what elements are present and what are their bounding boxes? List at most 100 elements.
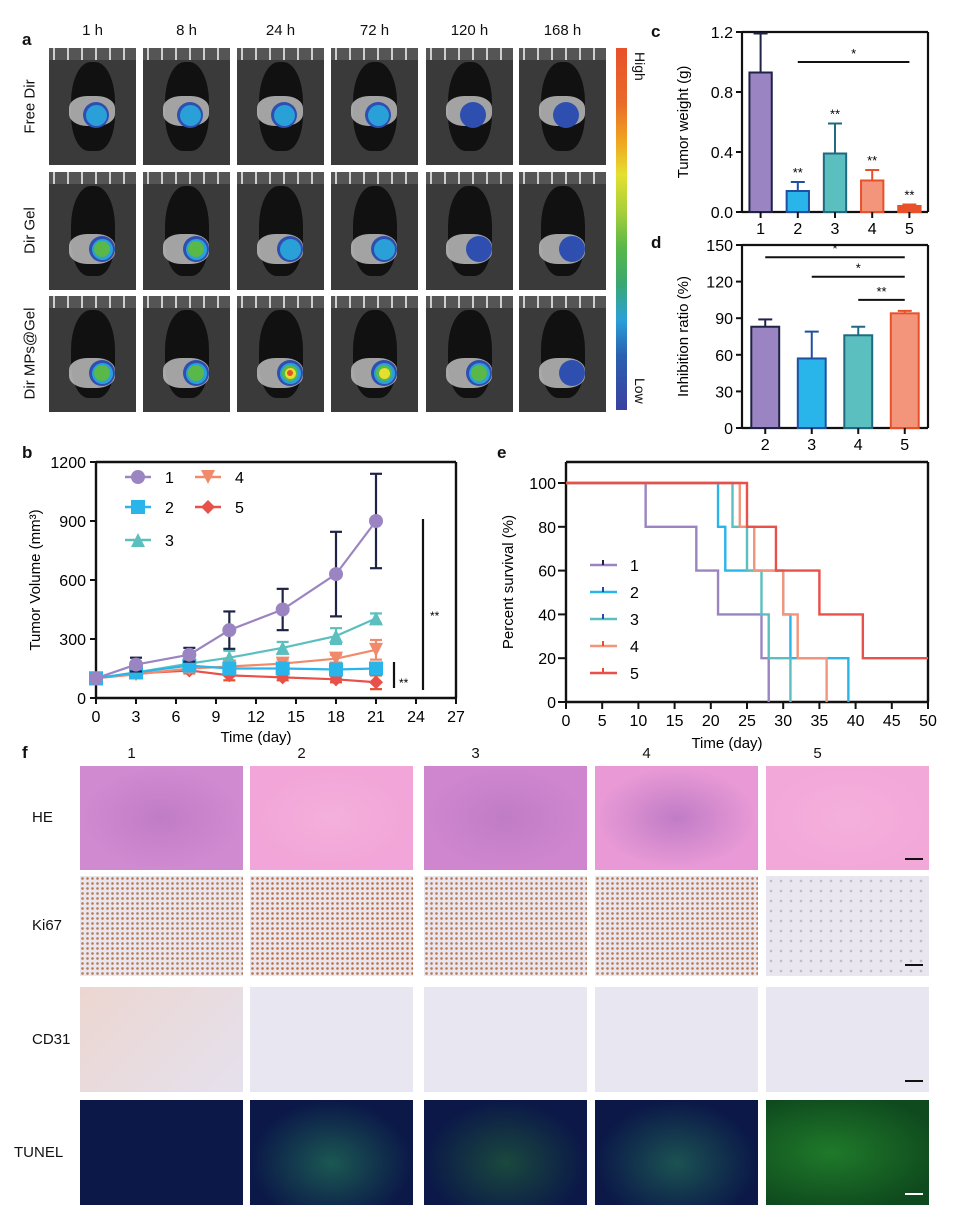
legend-label: 3 [165, 533, 174, 550]
histology-image [80, 987, 243, 1092]
histology-image [595, 1100, 758, 1205]
fluorescence-signal [460, 102, 486, 128]
y-axis-label: Tumor weight (g) [675, 66, 692, 179]
histology-image [424, 1100, 587, 1205]
column-label: 3 [471, 745, 480, 762]
significance-label: ** [793, 165, 803, 180]
row-label: Ki67 [32, 917, 63, 934]
fluorescence-signal [287, 370, 293, 376]
data-point [89, 671, 103, 686]
column-label: 5 [813, 745, 822, 762]
y-tick-label: 0 [724, 421, 733, 438]
bar [748, 71, 773, 213]
mouse-fluorescence-image [49, 296, 136, 412]
panel-b-label: b [22, 443, 33, 462]
legend-label: 1 [165, 470, 174, 487]
mouse-fluorescence-image [426, 48, 513, 165]
histology-image [424, 766, 587, 870]
x-tick-label: 21 [367, 709, 385, 726]
data-point [369, 514, 383, 528]
x-tick-label: 35 [811, 713, 829, 730]
fluorescence-signal [559, 360, 585, 386]
x-tick-label: 10 [630, 713, 648, 730]
panel-a-label: a [22, 30, 32, 49]
y-tick-label: 0.4 [711, 145, 733, 162]
histology-image [250, 766, 413, 870]
ruler-strip [49, 296, 136, 308]
bar [750, 325, 781, 429]
data-point [369, 661, 383, 676]
x-tick-label: 27 [447, 709, 465, 726]
mouse-fluorescence-image [331, 296, 418, 412]
group-row-label: Dir MPs@Gel [21, 307, 39, 400]
x-tick-label: 4 [868, 221, 877, 238]
row-label: HE [32, 809, 53, 826]
histology-image [424, 876, 587, 976]
time-point-label: 72 h [359, 22, 390, 39]
y-tick-label: 1200 [50, 455, 86, 472]
bar [897, 205, 922, 213]
fluorescence-signal [85, 104, 107, 126]
significance-label: ** [867, 153, 877, 168]
histology-image [766, 987, 929, 1092]
legend-label: 4 [235, 470, 244, 487]
x-tick-label: 3 [831, 221, 840, 238]
y-tick-label: 100 [529, 476, 556, 493]
x-tick-label: 12 [247, 709, 265, 726]
scale-bar [905, 1080, 923, 1082]
bar [860, 179, 885, 213]
y-tick-label: 300 [59, 632, 86, 649]
fluorescence-signal [373, 238, 395, 260]
x-tick-label: 3 [807, 437, 816, 454]
fluorescence-signal [94, 241, 110, 257]
x-tick-label: 5 [905, 221, 914, 238]
column-label: 4 [642, 745, 651, 762]
series-1 [89, 472, 383, 686]
fluorescence-signal [179, 104, 201, 126]
legend-label: 4 [630, 639, 639, 656]
histology-image [595, 987, 758, 1092]
data-point [275, 640, 290, 655]
x-tick-label: 24 [407, 709, 425, 726]
mouse-fluorescence-image [49, 48, 136, 165]
significance-label: ** [876, 284, 886, 299]
time-point-label: 24 h [265, 22, 296, 39]
histology-image [80, 876, 243, 976]
data-point [129, 657, 143, 672]
panel-d-label: d [651, 233, 662, 252]
legend-marker [131, 500, 145, 514]
fluorescence-signal [553, 102, 579, 128]
x-tick-label: 4 [854, 437, 863, 454]
ruler-strip [331, 172, 418, 184]
scale-bar [905, 964, 923, 966]
histology-image [250, 1100, 413, 1205]
histology-image [250, 987, 413, 1092]
significance-label: * [856, 261, 861, 276]
ruler-strip [331, 296, 418, 308]
time-point-label: 168 h [543, 22, 582, 39]
mouse-fluorescence-image [143, 296, 230, 412]
ruler-strip [143, 48, 230, 60]
mouse-fluorescence-image [519, 172, 606, 290]
fluorescence-signal [273, 104, 295, 126]
significance-label: * [851, 46, 856, 61]
group-row-label: Dir Gel [21, 207, 39, 254]
scale-bar [905, 858, 923, 860]
mouse-fluorescence-image [519, 296, 606, 412]
data-point [222, 661, 237, 676]
row-label: TUNEL [14, 1143, 64, 1161]
fluorescence-signal [279, 238, 301, 260]
survival-curve-5 [566, 481, 928, 660]
x-tick-label: 50 [919, 713, 937, 730]
y-tick-label: 0 [77, 691, 86, 708]
scale-bar [905, 1193, 923, 1195]
bar [785, 190, 810, 213]
x-tick-label: 2 [793, 221, 802, 238]
mouse-fluorescence-image [237, 48, 324, 165]
y-tick-label: 150 [706, 238, 733, 255]
legend-marker [201, 470, 215, 484]
significance-label: ** [830, 107, 840, 122]
x-tick-label: 20 [702, 713, 720, 730]
significance-label: * [832, 241, 837, 256]
